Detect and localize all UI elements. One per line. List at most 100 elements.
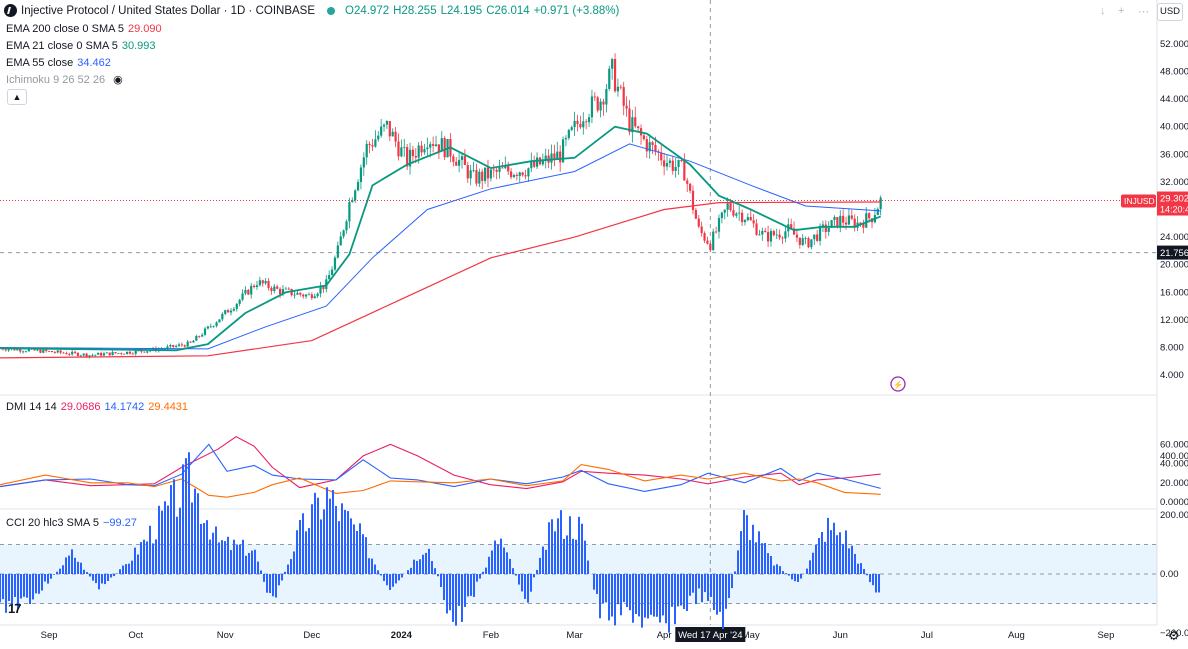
cci-bar	[206, 520, 208, 574]
candle-body	[587, 117, 591, 123]
candle-body	[530, 161, 533, 169]
candle-body	[775, 234, 778, 236]
cci-bar	[737, 550, 739, 574]
candle-body	[628, 108, 631, 133]
price-axis-tick: 36.000	[1160, 149, 1188, 160]
candle-body	[460, 156, 464, 160]
legend-ichimoku[interactable]: Ichimoku 9 26 52 26 ◉	[6, 73, 123, 87]
cci-bar	[488, 556, 490, 574]
cci-bar	[746, 515, 748, 574]
cci-bar	[509, 558, 511, 574]
candle-body	[368, 143, 371, 146]
candle-body	[400, 147, 403, 157]
candle-body	[192, 340, 195, 343]
ichimoku-label: Ichimoku 9 26 52 26	[6, 74, 106, 86]
candle-body	[769, 231, 773, 242]
cci-bar	[683, 574, 685, 610]
cci-bar	[239, 544, 241, 574]
cci-bar	[536, 569, 538, 574]
cci-bar	[434, 568, 436, 574]
candle-body	[348, 202, 351, 222]
cci-bar	[875, 574, 877, 593]
candle-body	[501, 167, 504, 169]
price-axis-tick: 20.000	[1160, 260, 1188, 271]
cci-bar	[401, 574, 403, 578]
candle-body	[71, 351, 74, 355]
candle-body	[284, 288, 287, 290]
candle-body	[550, 153, 553, 163]
legend-dmi[interactable]: DMI 14 14 29.0686 14.1742 29.4431	[6, 400, 188, 414]
candle-body	[535, 157, 539, 167]
symbol-title[interactable]: Injective Protocol / United States Dolla…	[21, 4, 315, 17]
candle-body	[495, 169, 498, 172]
candle-body	[131, 353, 134, 355]
candle-body	[795, 234, 799, 238]
cci-bar	[386, 574, 388, 586]
candle-body	[830, 220, 833, 228]
candle-body	[201, 334, 204, 337]
cci-bar	[233, 539, 235, 574]
cci-bar	[227, 536, 229, 574]
cci-bar	[740, 531, 742, 574]
legend-ema200[interactable]: EMA 200 close 0 SMA 5 29.090	[6, 22, 162, 36]
market-status-icon[interactable]	[327, 6, 335, 15]
cci-bar	[443, 574, 445, 601]
cci-bar	[644, 574, 646, 618]
cci-bar	[242, 539, 244, 574]
candle-body	[65, 353, 68, 355]
cci-bar	[764, 543, 766, 574]
candle-body	[406, 147, 409, 167]
cci-bar	[359, 523, 361, 574]
candle-body	[146, 351, 149, 353]
candle-body	[772, 231, 775, 236]
candle-body	[85, 353, 88, 357]
chevron-up-icon: ▲	[12, 92, 22, 102]
candle-body	[642, 135, 646, 140]
cci-bar	[278, 574, 280, 586]
cci-bar	[860, 563, 862, 574]
candle-body	[801, 238, 804, 245]
candle-body	[758, 234, 761, 236]
plus-icon[interactable]: +	[1118, 5, 1125, 17]
legend-ema55[interactable]: EMA 55 close 34.462	[6, 56, 111, 70]
cci-bar	[341, 503, 343, 574]
candle-body	[452, 156, 455, 162]
candle-body	[250, 285, 253, 295]
cci-bar	[62, 565, 64, 574]
cci-bar	[485, 567, 487, 574]
cci-bar	[173, 479, 175, 574]
cci-bar	[413, 559, 415, 574]
cci-bar	[86, 572, 88, 574]
cci-bar	[299, 520, 301, 574]
cci-value: −99.27	[102, 517, 137, 529]
cci-bar	[110, 574, 112, 578]
time-axis-tick: Aug	[1008, 630, 1025, 641]
candle-body	[524, 175, 527, 177]
cci-bar	[818, 538, 820, 574]
collapse-legend-button[interactable]: ▲	[7, 89, 27, 105]
candle-body	[590, 96, 594, 118]
legend-cci[interactable]: CCI 20 hlc3 SMA 5 −99.27	[6, 516, 137, 530]
candle-body	[177, 344, 181, 346]
gear-icon[interactable]: ⚙	[1168, 628, 1180, 643]
ellipsis-icon[interactable]: ⋯	[1138, 6, 1149, 18]
candle-body	[429, 144, 432, 148]
legend-ema21[interactable]: EMA 21 close 0 SMA 5 30.993	[6, 39, 156, 53]
candle-body	[432, 144, 435, 146]
cci-bar	[560, 510, 562, 574]
cci-bar	[674, 574, 676, 625]
currency-button[interactable]: USD	[1157, 3, 1183, 21]
candle-body	[599, 101, 602, 111]
eye-hidden-icon[interactable]: ◉	[113, 74, 123, 86]
cci-bar	[269, 574, 271, 594]
cci-bar	[839, 532, 841, 574]
candle-body	[423, 149, 426, 153]
candle-body	[232, 308, 235, 311]
cci-bar	[218, 542, 220, 574]
candle-body	[140, 350, 143, 352]
arrow-down-icon[interactable]: ↓	[1100, 5, 1106, 17]
cci-bar	[722, 574, 724, 630]
cci-axis-tick: 400.00	[1160, 451, 1188, 462]
cci-bar	[290, 559, 292, 574]
